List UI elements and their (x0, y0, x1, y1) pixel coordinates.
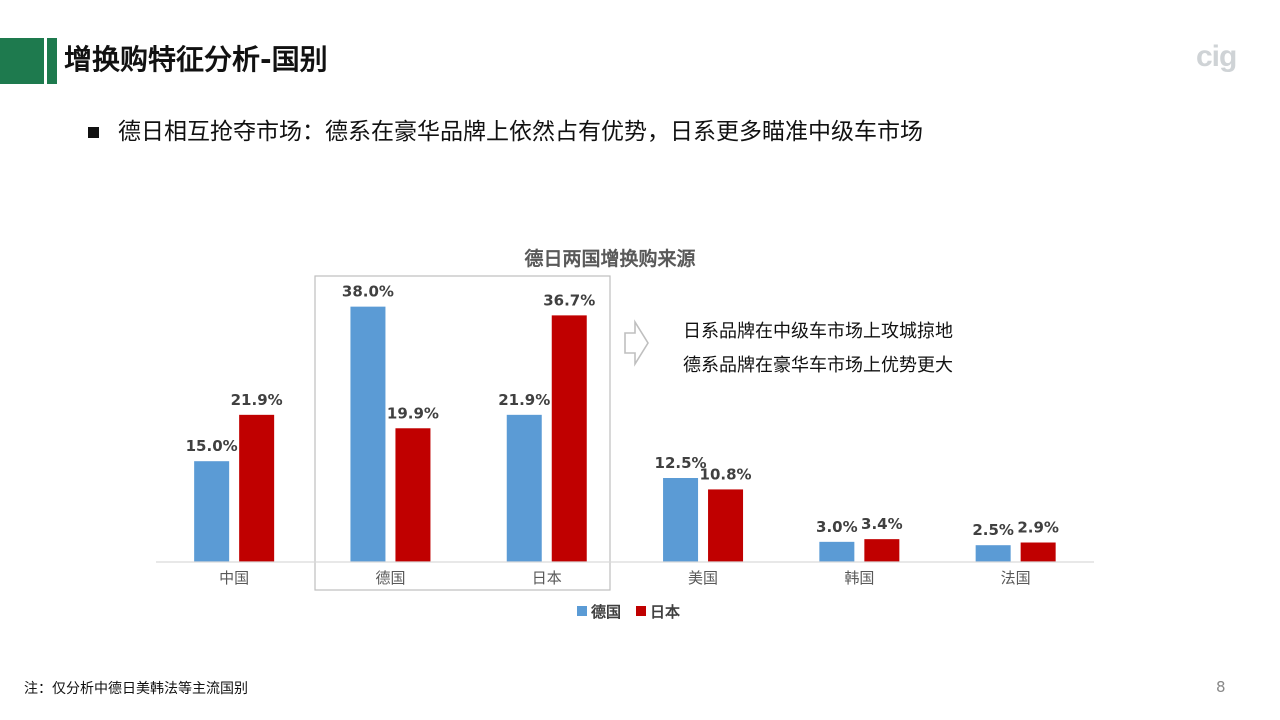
annotation-line: 日系品牌在中级车市场上攻城掠地 (683, 321, 953, 342)
right-arrow-outline-icon (624, 319, 649, 367)
title-accent-stripe (47, 38, 57, 84)
data-label: 3.4% (861, 515, 903, 533)
key-finding-text: 德日相互抢夺市场：德系在豪华品牌上依然占有优势，日系更多瞄准中级车市场 (118, 119, 923, 145)
data-label: 15.0% (186, 437, 238, 455)
bar (975, 545, 1011, 562)
chart-annotation: 日系品牌在中级车市场上攻城掠地 德系品牌在豪华车市场上优势更大 (624, 319, 953, 376)
bar (708, 489, 744, 562)
footnote: 注：仅分析中德日美韩法等主流国别 (24, 681, 248, 697)
x-tick-label: 德国 (375, 569, 405, 587)
data-label: 21.9% (498, 391, 550, 409)
bar (663, 478, 699, 562)
data-label: 10.8% (700, 465, 752, 483)
legend-swatch (636, 606, 646, 616)
bar-group: 15.0% 21.9% 38.0% 19.9% 21.9% 36.7% 12.5%10.8%… (186, 283, 1059, 562)
x-tick-label: 法国 (1001, 569, 1031, 587)
company-logo: cig (1196, 40, 1237, 73)
x-tick-label: 美国 (688, 569, 718, 587)
data-label: 21.9% (231, 391, 283, 409)
data-label: 38.0% (342, 283, 394, 301)
data-label: 2.5% (972, 521, 1014, 539)
data-label: 36.7% (543, 291, 595, 309)
highlight-box (314, 275, 611, 591)
x-tick-labels: 中国 德国 日本 美国 韩国 法国 (219, 569, 1031, 587)
chart-legend: 德国 日本 (577, 603, 680, 621)
square-bullet-icon (88, 127, 99, 138)
data-label: 2.9% (1017, 519, 1059, 537)
chart-title: 德日两国增换购来源 (524, 247, 695, 270)
bar (819, 541, 855, 562)
bar (506, 414, 542, 562)
data-label: 12.5% (655, 454, 707, 472)
bar (194, 461, 230, 562)
bar (239, 414, 275, 562)
title-accent-bar (0, 38, 57, 84)
x-tick-label: 中国 (219, 569, 249, 587)
data-label: 3.0% (816, 518, 858, 536)
bar (350, 306, 386, 562)
title-accent-block (0, 38, 44, 84)
legend-label: 德国 (591, 603, 621, 621)
page-number: 8 (1216, 678, 1226, 696)
bar (864, 539, 900, 562)
bar (395, 428, 431, 562)
data-label: 19.9% (387, 404, 439, 422)
annotation-line: 德系品牌在豪华车市场上优势更大 (683, 355, 953, 376)
legend-swatch (577, 606, 587, 616)
x-tick-label: 日本 (532, 569, 562, 587)
bar (551, 315, 587, 562)
x-tick-label: 韩国 (844, 569, 874, 587)
bar (1020, 542, 1056, 562)
legend-label: 日本 (650, 603, 680, 621)
page-title: 增换购特征分析-国别 (64, 43, 328, 76)
